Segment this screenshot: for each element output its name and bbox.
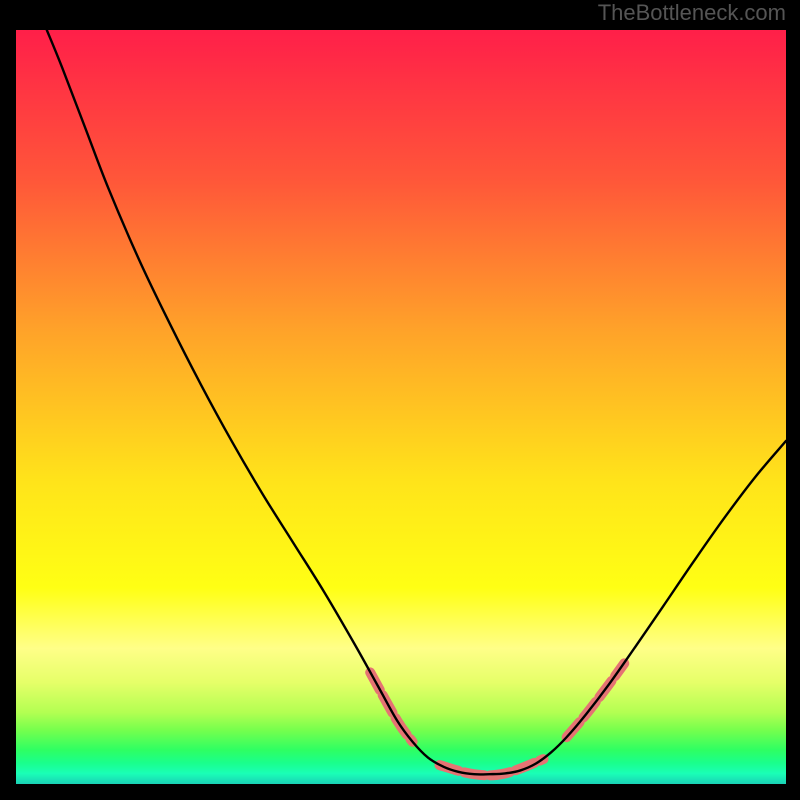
chart-background [16,30,786,784]
chart-frame: { "watermark": { "text": "TheBottleneck.… [0,0,800,800]
watermark-text: TheBottleneck.com [598,0,786,26]
bottleneck-chart [16,30,786,784]
